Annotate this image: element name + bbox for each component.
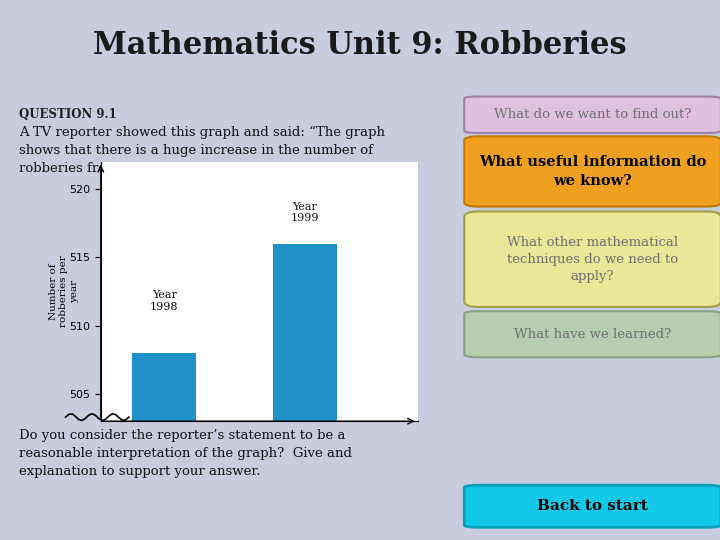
Text: QUESTION 9.1: QUESTION 9.1 <box>19 108 117 121</box>
Text: Do you consider the reporter’s statement to be a
reasonable interpretation of th: Do you consider the reporter’s statement… <box>19 429 351 478</box>
Text: What do we want to find out?: What do we want to find out? <box>494 108 691 122</box>
Text: What have we learned?: What have we learned? <box>514 328 671 341</box>
FancyBboxPatch shape <box>464 97 720 133</box>
FancyBboxPatch shape <box>464 212 720 307</box>
Text: Mathematics Unit 9: Robberies: Mathematics Unit 9: Robberies <box>93 30 627 62</box>
Y-axis label: Number of
robberies per
year: Number of robberies per year <box>49 256 78 327</box>
Text: Year
1999: Year 1999 <box>291 202 319 224</box>
Text: Year
1998: Year 1998 <box>150 291 179 312</box>
Text: A TV reporter showed this graph and said: “The graph
shows that there is a huge : A TV reporter showed this graph and said… <box>19 126 384 175</box>
FancyBboxPatch shape <box>464 311 720 357</box>
FancyBboxPatch shape <box>464 485 720 527</box>
Text: What useful information do
we know?: What useful information do we know? <box>479 156 706 187</box>
Bar <box>132 353 196 540</box>
FancyBboxPatch shape <box>464 137 720 206</box>
Bar <box>274 244 337 540</box>
Text: Back to start: Back to start <box>537 500 648 513</box>
Text: What other mathematical
techniques do we need to
apply?: What other mathematical techniques do we… <box>507 235 678 283</box>
